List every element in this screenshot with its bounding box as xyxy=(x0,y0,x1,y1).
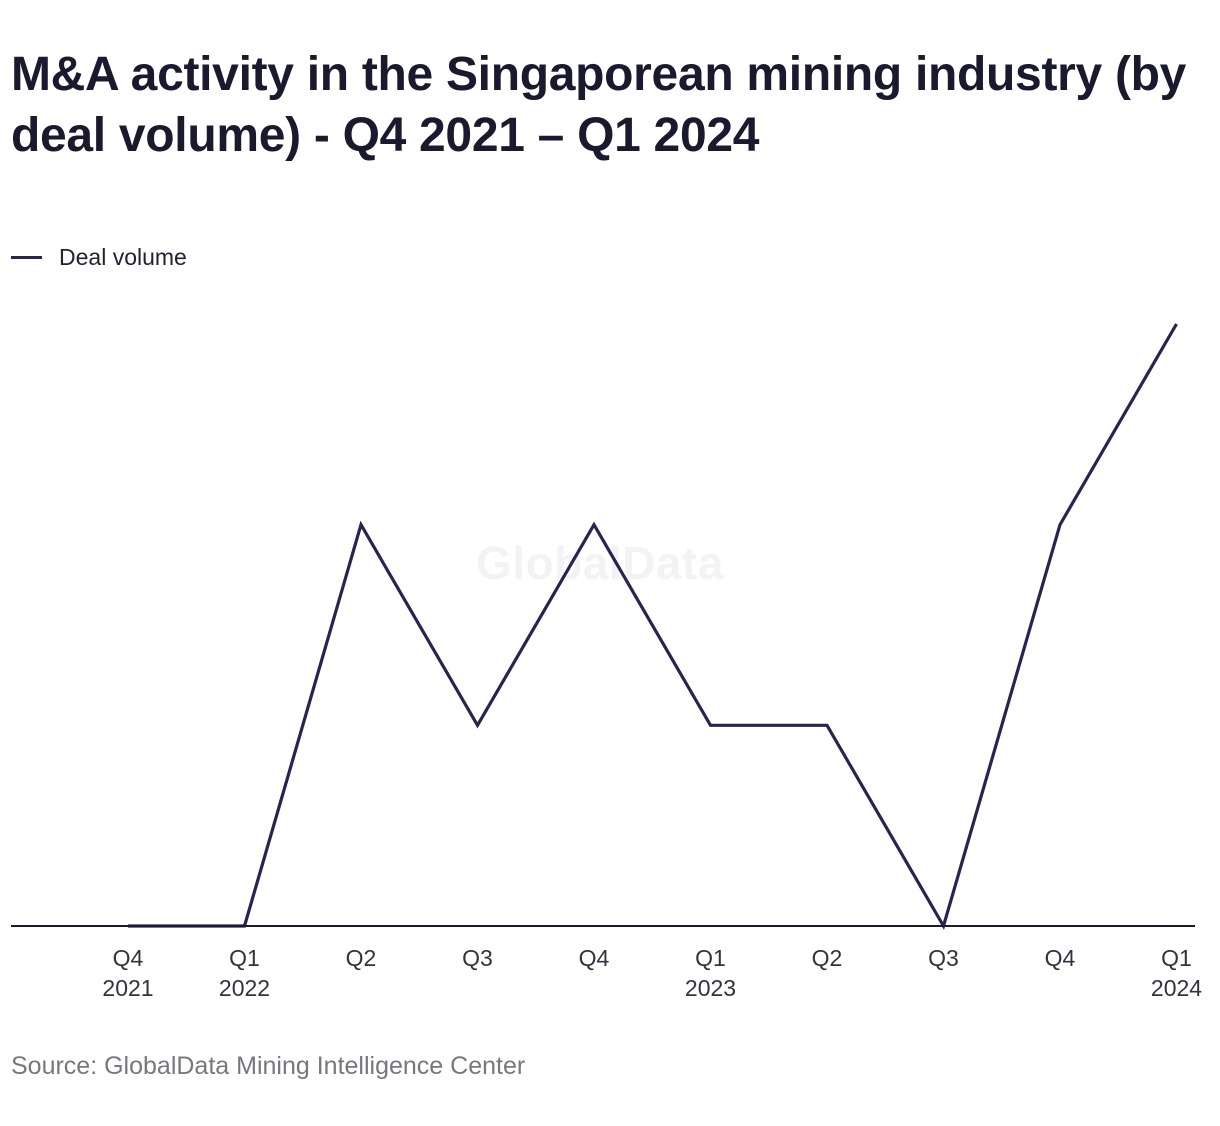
x-tick-label: Q4 2021 xyxy=(102,945,153,1001)
data-point[interactable] xyxy=(821,719,833,731)
watermark: GlobalData xyxy=(476,537,724,589)
data-point[interactable] xyxy=(472,719,484,731)
data-point[interactable] xyxy=(588,519,600,531)
chart-plot: Q4 2021 Q1 2022 Q2 Q3 Q4 Q1 2023 Q2 Q3 Q4 Q1 2024 xyxy=(11,318,1202,1001)
x-tick-label: Q1 2022 xyxy=(219,945,270,1001)
data-point[interactable] xyxy=(355,519,367,531)
x-tick-label: Q1 2023 xyxy=(685,945,736,1001)
legend-label-deal-volume: Deal volume xyxy=(59,243,187,270)
legend: Deal volume xyxy=(11,241,187,273)
data-point[interactable] xyxy=(705,719,717,731)
data-point[interactable] xyxy=(1054,519,1066,531)
source-note: Source: GlobalData Mining Intelligence C… xyxy=(11,1052,526,1080)
chart-title: M&A activity in the Singaporean mining i… xyxy=(11,48,1187,162)
legend-swatch xyxy=(11,255,42,259)
data-point[interactable] xyxy=(1171,318,1183,330)
x-tick-label: Q4 xyxy=(579,945,610,971)
x-tick-label: Q4 xyxy=(1045,945,1076,971)
x-tick-label: Q2 xyxy=(346,945,377,971)
x-tick-label: Q2 xyxy=(812,945,843,971)
x-tick-label: Q1 2024 xyxy=(1151,945,1202,1001)
x-tick-label: Q3 xyxy=(462,945,493,971)
series-line-0 xyxy=(128,323,1178,931)
x-tick-label: Q3 xyxy=(928,945,959,971)
